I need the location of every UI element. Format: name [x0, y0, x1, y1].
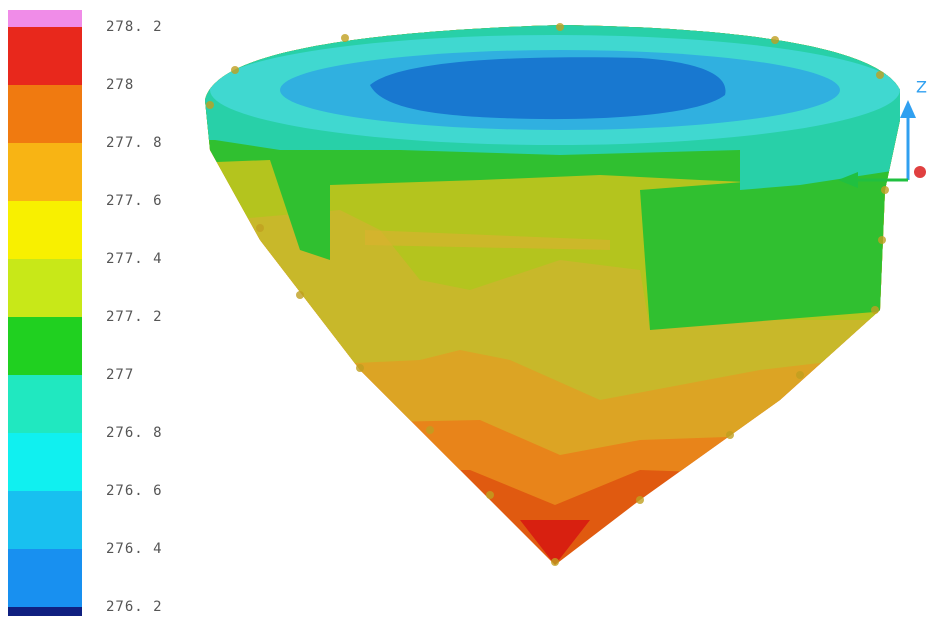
colorbar-label: 277. 8	[106, 135, 163, 151]
colorbar-label: 276. 2	[106, 599, 163, 615]
colorbar-label: 277. 4	[106, 251, 163, 267]
color-band	[8, 375, 82, 433]
screen: 278. 2 278 277. 8 277. 6 277. 4 277. 2 277 276.…	[0, 0, 931, 616]
colorbar-label: 276. 8	[106, 425, 163, 441]
colorbar-label: 277. 2	[106, 309, 163, 325]
axis-label: Z	[916, 78, 927, 97]
colorbar-label: 276. 4	[106, 541, 163, 557]
color-band	[8, 201, 82, 259]
color-band	[8, 85, 82, 143]
color-band	[8, 317, 82, 375]
color-band	[8, 143, 82, 201]
color-band	[8, 433, 82, 491]
contour-plot	[0, 0, 931, 616]
colorbar-label: 278	[106, 77, 134, 93]
color-band	[8, 10, 82, 27]
color-band	[8, 491, 82, 549]
colorbar-label: 276. 6	[106, 483, 163, 499]
color-band	[8, 27, 82, 85]
color-band	[8, 607, 82, 616]
colorbar: 278. 2 278 277. 8 277. 6 277. 4 277. 2 277 276.…	[8, 10, 163, 616]
color-band	[8, 549, 82, 607]
colorbar-label: 278. 2	[106, 19, 163, 35]
color-band	[8, 259, 82, 317]
colorbar-label: 277. 6	[106, 193, 163, 209]
colorbar-label: 277	[106, 367, 134, 383]
